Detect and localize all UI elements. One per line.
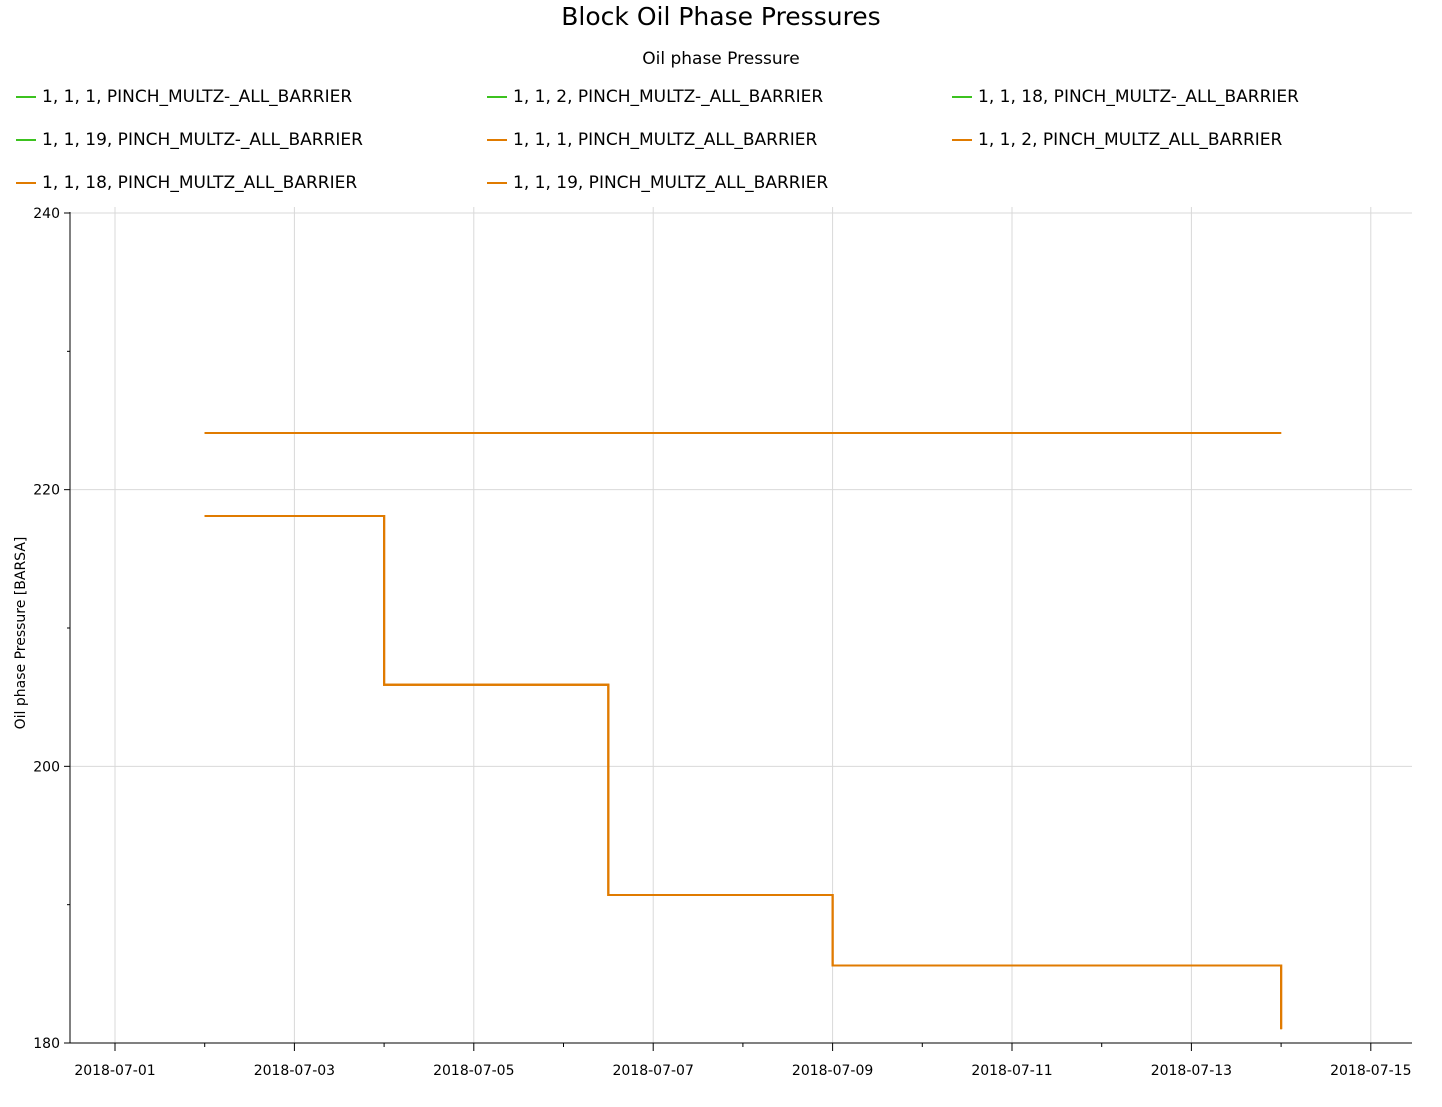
legend-swatch xyxy=(952,96,972,98)
legend-swatch xyxy=(16,96,36,98)
y-ticks: 180 200 220 240 xyxy=(33,206,70,1052)
legend-item[interactable]: 1, 1, 1, PINCH_MULTZ-_ALL_BARRIER xyxy=(16,84,352,110)
x-tick-label: 2018-07-01 xyxy=(74,1063,155,1079)
x-tick-label: 2018-07-05 xyxy=(433,1063,514,1079)
legend-item[interactable]: 1, 1, 19, PINCH_MULTZ_ALL_BARRIER xyxy=(487,170,828,196)
y-tick-label: 200 xyxy=(33,759,60,775)
legend-item[interactable]: 1, 1, 2, PINCH_MULTZ_ALL_BARRIER xyxy=(952,127,1282,153)
x-tick-label: 2018-07-15 xyxy=(1330,1063,1411,1079)
x-ticks: 2018-07-01 2018-07-03 2018-07-05 2018-07-07… xyxy=(74,1043,1411,1079)
legend-swatch xyxy=(487,139,507,141)
legend-item[interactable]: 1, 1, 2, PINCH_MULTZ-_ALL_BARRIER xyxy=(487,84,823,110)
legend-label: 1, 1, 1, PINCH_MULTZ_ALL_BARRIER xyxy=(513,130,818,150)
series-line xyxy=(204,514,1283,1030)
series-layer xyxy=(204,431,1283,1030)
y-tick-label: 220 xyxy=(33,483,60,499)
series-line xyxy=(204,514,1283,1030)
chart-subtitle: Oil phase Pressure xyxy=(642,49,800,69)
legend-swatch xyxy=(487,182,507,184)
legend-swatch xyxy=(16,139,36,141)
chart-title: Block Oil Phase Pressures xyxy=(561,2,881,31)
legend-item[interactable]: 1, 1, 18, PINCH_MULTZ_ALL_BARRIER xyxy=(16,170,357,196)
x-tick-label: 2018-07-13 xyxy=(1151,1063,1232,1079)
legend-label: 1, 1, 2, PINCH_MULTZ-_ALL_BARRIER xyxy=(513,87,824,107)
legend-item[interactable]: 1, 1, 18, PINCH_MULTZ-_ALL_BARRIER xyxy=(952,84,1299,110)
legend-label: 1, 1, 1, PINCH_MULTZ-_ALL_BARRIER xyxy=(42,87,353,107)
x-tick-label: 2018-07-03 xyxy=(254,1063,335,1079)
series-line xyxy=(204,514,1283,1030)
legend-swatch xyxy=(487,96,507,98)
legend-label: 1, 1, 18, PINCH_MULTZ_ALL_BARRIER xyxy=(42,173,358,193)
legend-label: 1, 1, 2, PINCH_MULTZ_ALL_BARRIER xyxy=(978,130,1283,150)
grid xyxy=(70,207,1412,1044)
legend-swatch xyxy=(952,139,972,141)
legend-label: 1, 1, 19, PINCH_MULTZ_ALL_BARRIER xyxy=(513,173,829,193)
y-tick-label: 240 xyxy=(33,206,60,222)
legend-item[interactable]: 1, 1, 1, PINCH_MULTZ_ALL_BARRIER xyxy=(487,127,817,153)
legend-label: 1, 1, 18, PINCH_MULTZ-_ALL_BARRIER xyxy=(978,87,1299,107)
legend-label: 1, 1, 19, PINCH_MULTZ-_ALL_BARRIER xyxy=(42,130,363,150)
legend-swatch xyxy=(16,182,36,184)
legend-item[interactable]: 1, 1, 19, PINCH_MULTZ-_ALL_BARRIER xyxy=(16,127,363,153)
axes xyxy=(69,212,1412,1044)
x-tick-label: 2018-07-07 xyxy=(613,1063,694,1079)
x-tick-label: 2018-07-11 xyxy=(971,1063,1052,1079)
y-tick-label: 180 xyxy=(33,1036,60,1052)
x-tick-label: 2018-07-09 xyxy=(792,1063,873,1079)
series-line xyxy=(204,514,1283,1030)
